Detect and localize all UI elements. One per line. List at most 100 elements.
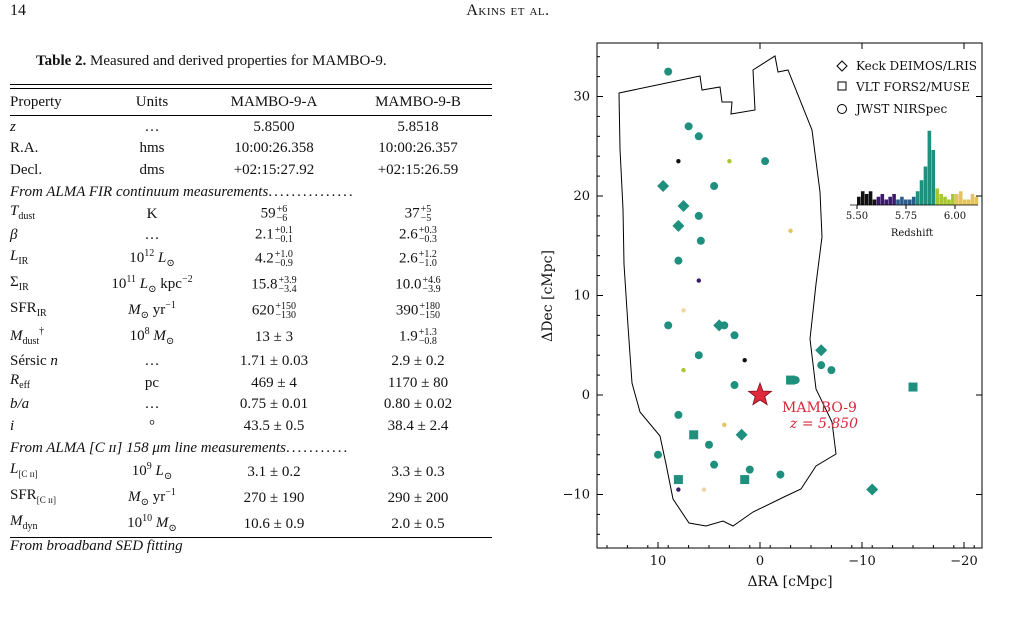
row-mdust-units: 108 M⊙ [129,326,175,347]
data-point-jwst [681,367,686,373]
row-lir-a: 4.2 +1.0 −0.9 [255,249,293,269]
y-tick-label: 30 [573,90,590,105]
data-point-jwst [694,211,703,220]
table-row: Decl. dms +02:15:27.92 +02:15:26.59 [10,159,492,181]
axis-ticks: 10 0 −10 −20 30 20 10 0 −10 [563,43,982,569]
row-tdust-units: K [146,205,158,222]
row-ra-units: hms [139,140,165,157]
inset-bar [939,194,943,205]
table-row: Reff pc 469 ± 4 1170 ± 80 [10,372,492,394]
row-ba-a: 0.75 ± 0.01 [239,396,309,413]
table-row: β … 2.1 +0.1 −0.1 2.6 +0.3 −0.3 [10,225,492,247]
inset-bar [892,194,896,205]
data-point-jwst [664,321,673,330]
inset-bar [943,196,947,205]
row-ra-a: 10:00:26.358 [234,140,314,157]
data-point-jwst [676,487,681,492]
data-point-jwst [730,381,739,390]
section-cii-label: From ALMA [C ɪɪ] 158 μm line measurement… [10,439,286,456]
row-sigir-a: 15.8 +3.9 −3.4 [251,275,297,295]
section-sed-label: From broadband SED fitting [10,537,183,554]
inset-bar [876,196,881,205]
row-reff-property: Reff [10,371,31,391]
data-point-keck [866,483,879,496]
table-row: SFR[C ɪɪ] M⊙ yr−1 270 ± 190 290 ± 200 [10,485,492,511]
header-property: Property [10,88,100,116]
data-point-jwst [745,465,754,474]
row-ba-b: 0.80 ± 0.02 [383,396,453,413]
data-point-vlt [786,375,796,385]
data-point-jwst [710,460,719,469]
inset-bar [896,199,900,205]
row-beta-property: β [10,227,18,244]
inset-bar [880,194,885,205]
data-point-keck [657,180,670,193]
row-ra-b: 10:00:26.357 [378,140,458,157]
inset-tick-label: 5.50 [846,211,868,222]
row-beta-units: … [144,227,160,244]
data-point-jwst [727,158,732,164]
table-header-row: Property Units MAMBO-9-A MAMBO-9-B [10,88,492,116]
row-lir-property: LIR [10,248,29,267]
x-tick-label: −20 [950,554,977,569]
legend-jwst: JWST NIRSpec [854,102,947,116]
data-point-vlt [908,382,918,392]
x-tick-label: −10 [848,554,875,569]
row-sigir-units: 1011 L⊙ kpc−2 [111,274,193,295]
legend-circle-icon [837,104,847,114]
data-point-jwst [664,67,673,76]
y-tick-label: −10 [563,488,590,503]
data-point-keck [677,199,690,212]
row-sfrcii-property: SFR[C ɪɪ] [10,487,56,505]
row-reff-units: pc [144,374,160,391]
row-z-property: z [10,118,16,135]
row-sersic-a: 1.71 ± 0.03 [239,352,309,369]
row-mdyn-property: Mdyn [10,512,38,532]
row-lcii-property: L[C ɪɪ] [10,461,38,479]
row-incl-a: 43.5 ± 0.5 [243,417,305,434]
target-star-icon [747,381,773,406]
row-reff-b: 1170 ± 80 [387,374,449,391]
y-tick-label: 10 [573,289,590,304]
row-lcii-b: 3.3 ± 0.3 [391,463,445,480]
section-fir-label: From ALMA FIR continuum measurements [10,183,269,200]
row-dec-b: +02:15:26.59 [377,161,459,178]
inset-bar [966,199,971,205]
data-point-jwst [681,308,686,313]
inset-bar [923,166,928,205]
legend-vlt: VLT FORS2/MUSE [855,80,970,94]
row-incl-property: i [10,417,15,434]
legend-keck: Keck DEIMOS/LRIS [856,59,977,73]
row-sfrir-units: M⊙ yr−1 [128,300,176,321]
data-point-jwst [701,487,707,492]
table-row: Tdust K 59 +6 −6 37 +5 −5 [10,203,492,225]
inset-bar [958,191,963,205]
inset-bar [888,196,892,205]
section-heading-cii: From ALMA [C ɪɪ] 158 μm line measurement… [10,439,350,456]
inset-bar [868,191,873,205]
row-z-b: 5.8518 [397,118,439,135]
inset-bar [935,188,939,205]
data-point-jwst [742,357,747,363]
inset-bar [955,194,959,205]
inset-bar [860,191,865,205]
row-lcii-a: 3.1 ± 0.2 [247,463,301,480]
data-point-jwst [710,182,719,191]
y-tick-label: 20 [573,189,590,204]
table-row: L[C ɪɪ] 109 L⊙ 3.1 ± 0.2 3.3 ± 0.3 [10,459,492,485]
x-tick-label: 0 [756,554,764,569]
inset-tick-label: 6.00 [944,211,966,222]
table-row: SFRIR M⊙ yr−1 620 +150 −130 390 +180 −150 [10,298,492,324]
inset-bar [872,199,877,205]
inset-bar [970,194,975,205]
inset-bar [915,191,920,205]
table-row: R.A. hms 10:00:26.358 10:00:26.357 [10,138,492,160]
data-point-jwst [788,228,793,234]
table-caption-label: Table 2. [36,53,87,69]
row-tdust-a: 59 +6 −6 [260,203,288,224]
inset-bar [864,194,869,205]
inset-bar [907,199,912,205]
data-point-vlt [740,475,750,485]
data-point-keck [815,344,828,357]
row-mdust-property: Mdust† [10,326,45,347]
